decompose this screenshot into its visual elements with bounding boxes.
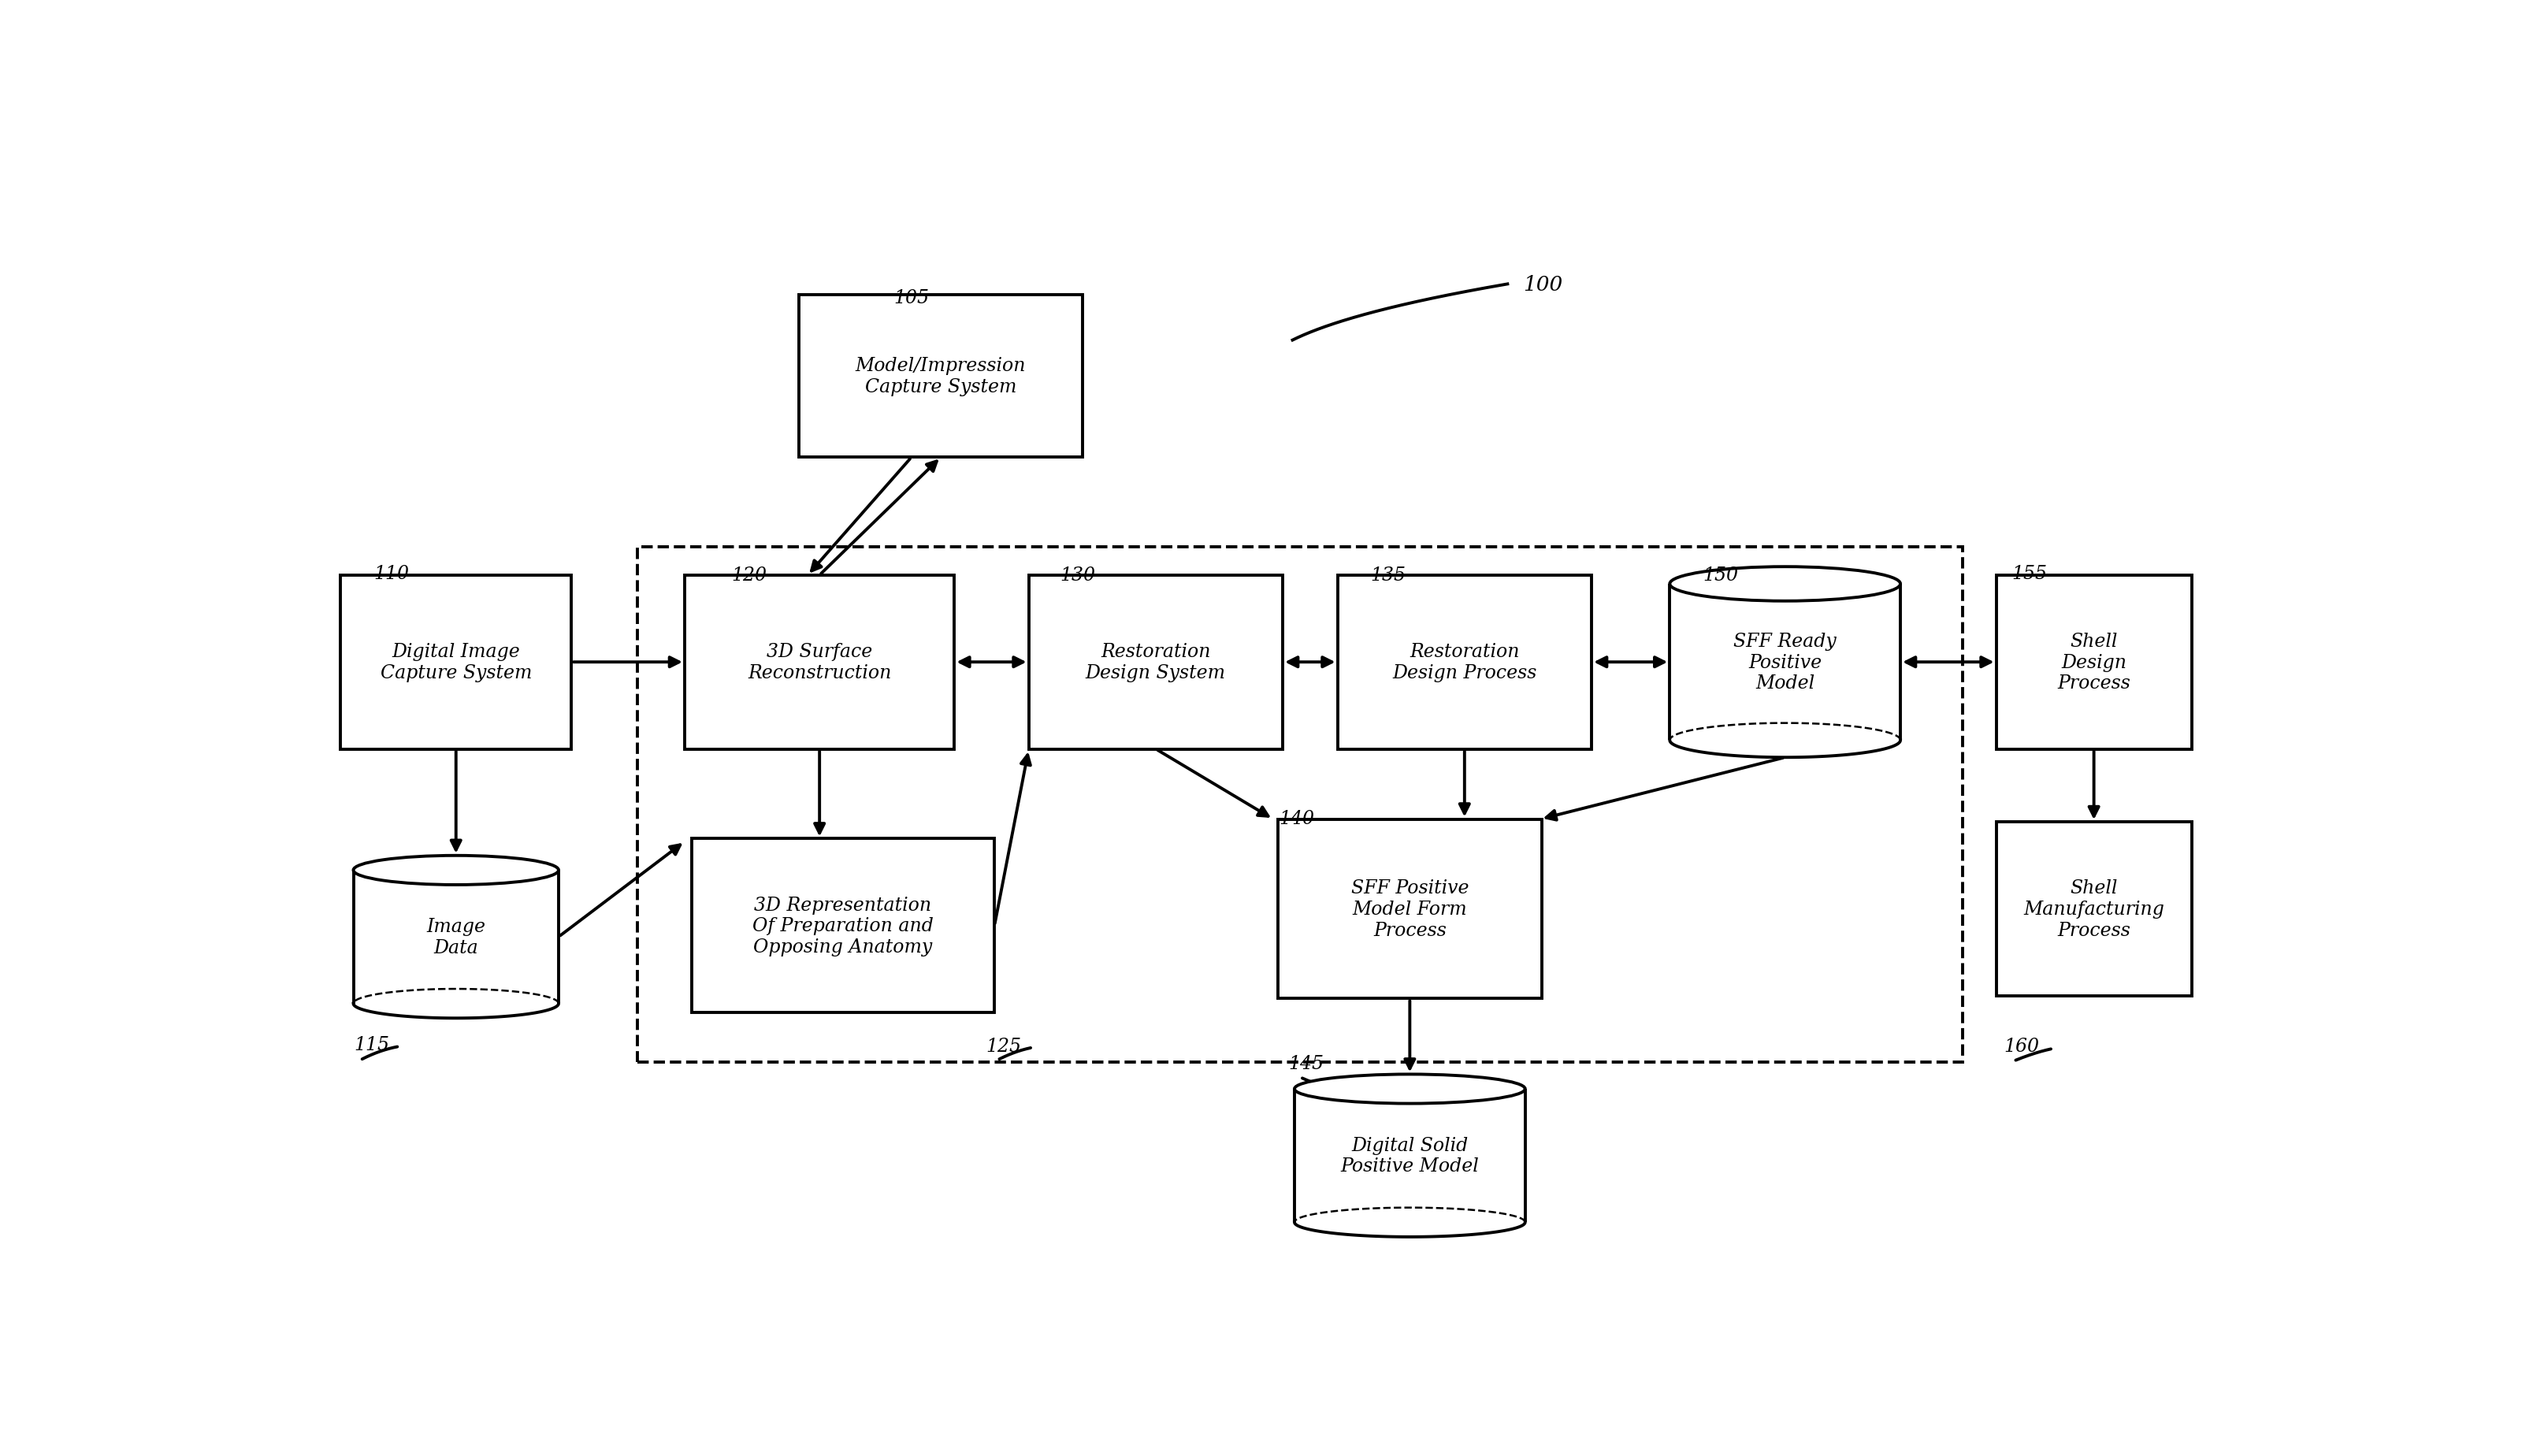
Bar bbox=[1294, 1089, 1526, 1223]
Text: 140: 140 bbox=[1279, 810, 1314, 827]
FancyBboxPatch shape bbox=[683, 575, 953, 750]
Text: Image
Data: Image Data bbox=[426, 917, 487, 957]
Text: 135: 135 bbox=[1372, 566, 1407, 584]
Ellipse shape bbox=[1294, 1075, 1526, 1104]
Text: 3D Representation
Of Preparation and
Opposing Anatomy: 3D Representation Of Preparation and Opp… bbox=[752, 895, 933, 957]
Text: 145: 145 bbox=[1289, 1054, 1324, 1073]
Text: Digital Image
Capture System: Digital Image Capture System bbox=[381, 644, 532, 681]
Text: 3D Surface
Reconstruction: 3D Surface Reconstruction bbox=[747, 644, 890, 681]
Text: Shell
Design
Process: Shell Design Process bbox=[2058, 632, 2131, 693]
Bar bbox=[353, 871, 557, 1003]
FancyBboxPatch shape bbox=[1337, 575, 1591, 750]
FancyBboxPatch shape bbox=[799, 296, 1082, 457]
FancyBboxPatch shape bbox=[691, 839, 994, 1013]
Bar bbox=[1670, 584, 1902, 741]
Text: 155: 155 bbox=[2013, 565, 2048, 582]
FancyBboxPatch shape bbox=[1029, 575, 1284, 750]
Text: 130: 130 bbox=[1059, 566, 1095, 584]
Text: Digital Solid
Positive Model: Digital Solid Positive Model bbox=[1342, 1136, 1478, 1175]
Text: Restoration
Design System: Restoration Design System bbox=[1084, 644, 1226, 681]
Ellipse shape bbox=[1670, 566, 1902, 601]
Text: 100: 100 bbox=[1523, 275, 1564, 294]
Text: Shell
Manufacturing
Process: Shell Manufacturing Process bbox=[2023, 879, 2164, 939]
Text: 160: 160 bbox=[2005, 1037, 2040, 1056]
Text: SFF Positive
Model Form
Process: SFF Positive Model Form Process bbox=[1352, 879, 1468, 939]
Text: Model/Impression
Capture System: Model/Impression Capture System bbox=[855, 357, 1026, 396]
FancyBboxPatch shape bbox=[1997, 575, 2192, 750]
Ellipse shape bbox=[353, 856, 557, 885]
Text: 120: 120 bbox=[731, 566, 767, 584]
FancyBboxPatch shape bbox=[340, 575, 572, 750]
FancyBboxPatch shape bbox=[1997, 823, 2192, 996]
Text: 115: 115 bbox=[353, 1035, 391, 1054]
Text: 110: 110 bbox=[373, 565, 409, 582]
Text: Restoration
Design Process: Restoration Design Process bbox=[1392, 644, 1536, 681]
Text: 150: 150 bbox=[1702, 566, 1738, 584]
Text: 105: 105 bbox=[893, 288, 928, 307]
Text: 125: 125 bbox=[986, 1037, 1021, 1056]
FancyBboxPatch shape bbox=[1279, 820, 1541, 999]
Text: SFF Ready
Positive
Model: SFF Ready Positive Model bbox=[1733, 632, 1836, 693]
